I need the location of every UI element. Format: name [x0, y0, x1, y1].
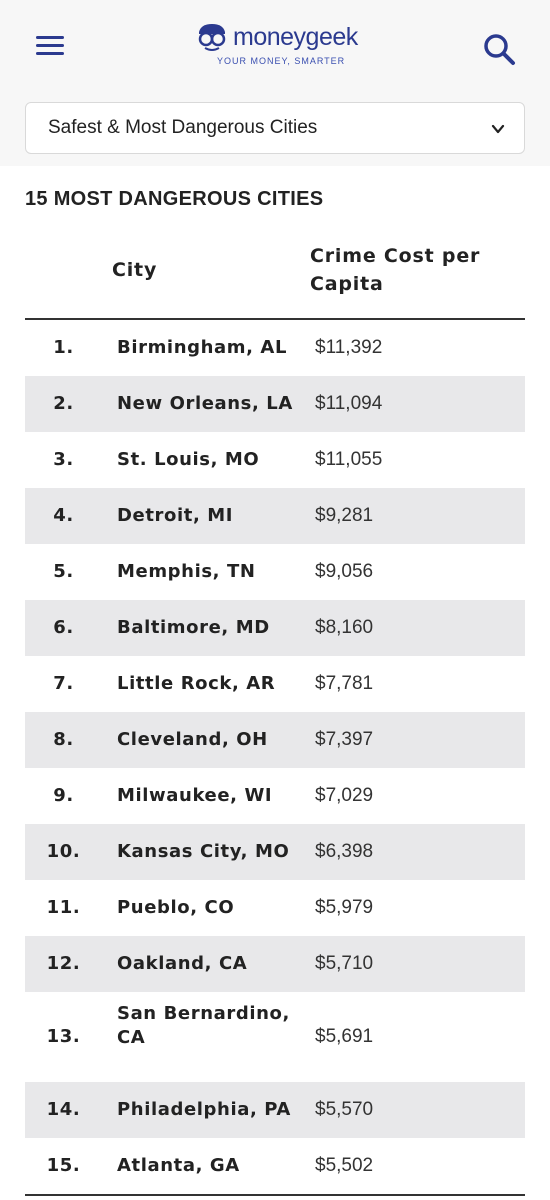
- table-row: 14. Philadelphia, PA $5,570: [25, 1082, 525, 1138]
- hamburger-menu-icon[interactable]: [36, 36, 64, 60]
- chevron-down-icon: [491, 124, 505, 134]
- table-row: 9. Milwaukee, WI $7,029: [25, 768, 525, 824]
- cell-rank: 2.: [53, 393, 74, 414]
- table-header: City Crime Cost per Capita: [25, 236, 525, 320]
- cell-city: Detroit, MI: [117, 505, 234, 526]
- cell-cost: $8,160: [315, 617, 374, 638]
- cell-cost: $5,570: [315, 1099, 374, 1120]
- cell-city: Philadelphia, PA: [117, 1099, 291, 1120]
- logo-text: moneygeek: [233, 23, 358, 51]
- cell-cost: $11,055: [315, 449, 383, 470]
- cell-rank: 7.: [53, 673, 74, 694]
- cell-rank: 1.: [53, 337, 74, 358]
- dangerous-cities-table: City Crime Cost per Capita 1. Birmingham,…: [25, 236, 525, 1196]
- cell-city: New Orleans, LA: [117, 393, 293, 414]
- cell-city: St. Louis, MO: [117, 449, 260, 470]
- cell-city: Oakland, CA: [117, 953, 248, 974]
- cell-city: Birmingham, AL: [117, 337, 288, 358]
- logo-tagline: YOUR MONEY, SMARTER: [217, 56, 346, 66]
- cell-cost: $7,029: [315, 785, 374, 806]
- cell-city: Little Rock, AR: [117, 673, 276, 694]
- table-row: 15. Atlanta, GA $5,502: [25, 1138, 525, 1194]
- cell-city: Milwaukee, WI: [117, 785, 273, 806]
- table-row: 7. Little Rock, AR $7,781: [25, 656, 525, 712]
- table-row: 5. Memphis, TN $9,056: [25, 544, 525, 600]
- table-row: 6. Baltimore, MD $8,160: [25, 600, 525, 656]
- cell-cost: $9,281: [315, 505, 374, 526]
- cell-city: Kansas City, MO: [117, 841, 290, 862]
- section-nav: Safest & Most Dangerous Cities: [0, 92, 550, 166]
- table-bottom-border: [25, 1194, 525, 1196]
- cell-cost: $5,710: [315, 953, 374, 974]
- dropdown-selected-value: Safest & Most Dangerous Cities: [48, 117, 318, 138]
- cell-city: San Bernardino, CA: [117, 1003, 290, 1048]
- cell-rank: 10.: [46, 841, 81, 862]
- cell-city: Pueblo, CO: [117, 897, 235, 918]
- column-header-crime-cost: Crime Cost per Capita: [310, 245, 481, 295]
- cell-rank: 11.: [46, 897, 81, 918]
- section-title: 15 MOST DANGEROUS CITIES: [25, 188, 324, 210]
- table-row: 8. Cleveland, OH $7,397: [25, 712, 525, 768]
- cell-city: Atlanta, GA: [117, 1155, 240, 1176]
- table-row: 10. Kansas City, MO $6,398: [25, 824, 525, 880]
- cell-city: Baltimore, MD: [117, 617, 270, 638]
- moneygeek-logo[interactable]: moneygeek YOUR MONEY, SMARTER: [195, 18, 365, 70]
- cell-rank: 12.: [46, 953, 81, 974]
- cell-rank: 8.: [53, 729, 74, 750]
- cell-city: Memphis, TN: [117, 561, 256, 582]
- cell-cost: $7,781: [315, 673, 374, 694]
- cell-cost: $5,691: [315, 1026, 374, 1047]
- cell-city: Cleveland, OH: [117, 729, 268, 750]
- cell-cost: $9,056: [315, 561, 374, 582]
- cell-rank: 5.: [53, 561, 74, 582]
- table-row: 1. Birmingham, AL $11,392: [25, 320, 525, 376]
- cell-cost: $5,502: [315, 1155, 374, 1176]
- table-row: 2. New Orleans, LA $11,094: [25, 376, 525, 432]
- table-row: 12. Oakland, CA $5,710: [25, 936, 525, 992]
- table-body: 1. Birmingham, AL $11,392 2. New Orleans, LA…: [25, 320, 525, 1194]
- table-row: 13. San Bernardino, CA $5,691: [25, 992, 525, 1082]
- cell-cost: $6,398: [315, 841, 374, 862]
- cell-rank: 14.: [46, 1099, 81, 1120]
- cell-cost: $5,979: [315, 897, 374, 918]
- table-row: 11. Pueblo, CO $5,979: [25, 880, 525, 936]
- cell-rank: 6.: [53, 617, 74, 638]
- table-row: 4. Detroit, MI $9,281: [25, 488, 525, 544]
- cell-cost: $11,392: [315, 337, 383, 358]
- cell-rank: 4.: [53, 505, 74, 526]
- cell-rank: 13.: [46, 1026, 81, 1047]
- cell-cost: $7,397: [315, 729, 374, 750]
- column-header-city: City: [112, 259, 158, 281]
- geek-face-icon: [198, 24, 226, 51]
- site-header: moneygeek YOUR MONEY, SMARTER: [0, 0, 550, 92]
- cell-cost: $11,094: [315, 393, 383, 414]
- page-section-dropdown[interactable]: Safest & Most Dangerous Cities: [25, 102, 525, 154]
- cell-rank: 3.: [53, 449, 74, 470]
- table-row: 3. St. Louis, MO $11,055: [25, 432, 525, 488]
- cell-rank: 15.: [46, 1155, 81, 1176]
- cell-rank: 9.: [53, 785, 74, 806]
- search-icon[interactable]: [482, 32, 516, 66]
